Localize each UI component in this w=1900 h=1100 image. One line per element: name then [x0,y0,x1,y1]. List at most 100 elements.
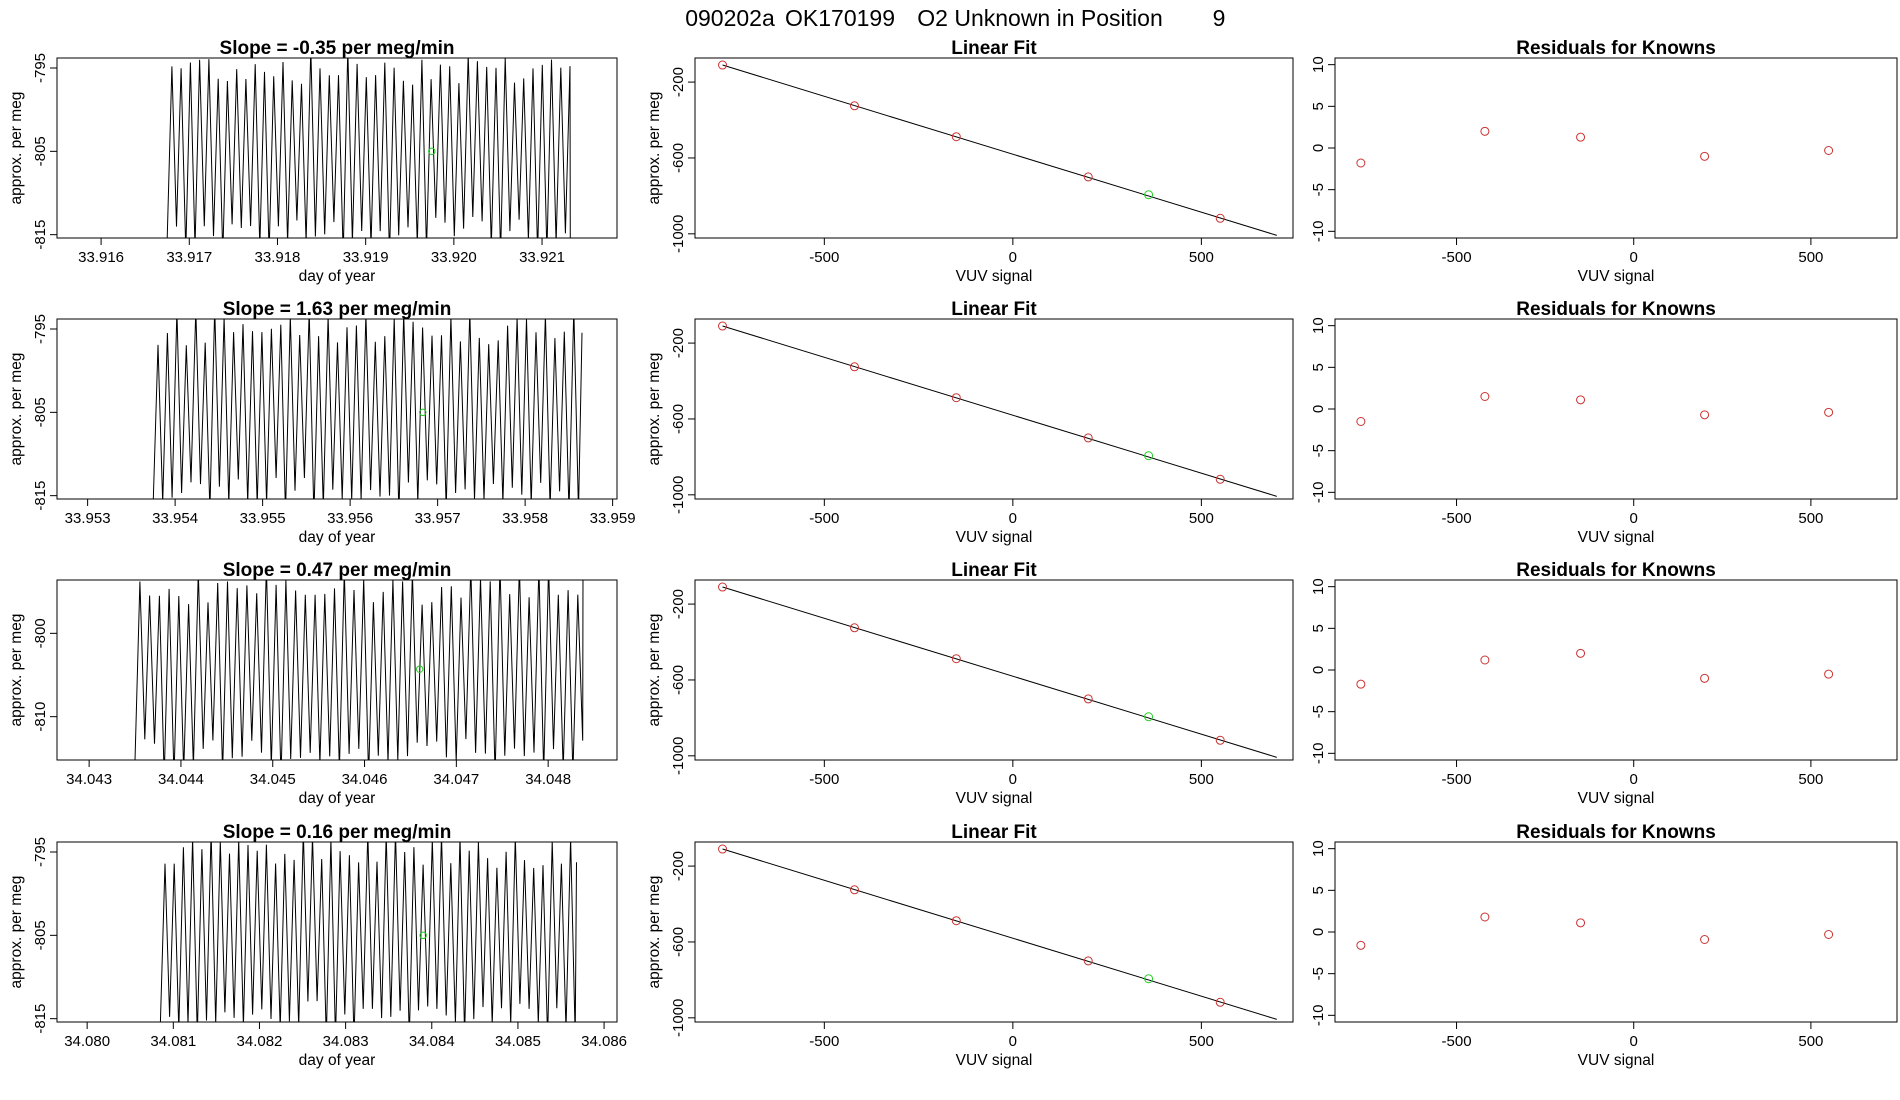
panel-linear_fit-0: Linear Fit -500 0 500 -200 -600 -1000 VUV signa… [646,38,1294,285]
y-tick-label: -10 [1310,1004,1327,1026]
y-tick-label: -200 [670,67,687,97]
y-tick-label: 5 [1310,624,1327,632]
y-tick-label: -5 [1310,444,1327,457]
x-tick-label: 500 [1798,249,1823,266]
x-axis-label: VUV signal [1578,529,1655,546]
y-tick-label: -805 [32,397,49,427]
known-point [1215,474,1225,484]
known-point [1083,956,1093,966]
panel-title: Residuals for Knowns [1516,299,1716,320]
y-tick-label: 5 [1310,886,1327,894]
x-tick-label: -500 [809,1033,839,1050]
panel-timeseries-2: Slope = 0.47 per meg/min 34.043 34.044 34.0… [8,560,618,807]
panel-linear_fit-2: Linear Fit -500 0 500 -200 -600 -1000 VUV signa… [646,560,1294,807]
x-tick-label: 34.048 [525,771,571,788]
panel-title: Linear Fit [951,299,1037,320]
x-tick-label: 34.083 [323,1033,369,1050]
plot-area [718,60,1277,236]
panel-timeseries-1: Slope = 1.63 per meg/min 33.953 33.954 33.9… [8,299,636,546]
known-point [1083,433,1093,443]
mean-point [419,931,427,940]
y-axis-label: approx. per meg [8,92,25,205]
x-tick-label: 0 [1630,1033,1638,1050]
fit-line [722,325,1277,497]
y-tick-label: -5 [1310,705,1327,718]
known-point [951,132,961,142]
y-tick-label: -800 [32,618,49,648]
x-tick-label: 34.080 [64,1033,110,1050]
x-tick-label: 33.955 [240,510,286,527]
x-axis-label: day of year [299,1052,376,1069]
y-tick-label: 5 [1310,363,1327,371]
plot-area [1356,912,1834,950]
x-tick-label: 34.044 [158,771,204,788]
y-tick-label: -200 [670,589,687,619]
signal-trace [57,58,571,238]
y-tick-label: -600 [670,665,687,695]
fit-line [722,848,1277,1020]
known-point [1576,918,1586,928]
x-tick-label: 34.085 [495,1033,541,1050]
known-point [1700,410,1710,420]
known-point [1083,694,1093,704]
y-tick-label: -1000 [670,476,687,514]
x-axis-label: VUV signal [1578,1052,1655,1069]
mean-point [428,147,436,156]
known-point [1576,132,1586,142]
known-point [1356,679,1366,689]
x-tick-label: 33.918 [255,249,301,266]
panel-title: Slope = -0.35 per meg/min [220,38,455,59]
x-tick-label: -500 [1442,249,1472,266]
x-axis-label: day of year [299,268,376,285]
plot-frame [56,579,618,761]
fit-line [722,586,1277,758]
panel-title: Linear Fit [951,822,1037,843]
known-point [1480,392,1490,401]
plot-frame [694,318,1294,500]
plot-frame [1334,318,1898,500]
slope-value: 0.16 [296,822,333,843]
y-tick-label: 0 [1310,928,1327,936]
x-tick-label: -500 [1442,1033,1472,1050]
title-suffix: per meg/min [333,299,451,320]
y-axis-label: approx. per meg [8,614,25,727]
x-tick-label: 34.047 [433,771,479,788]
plot-area [718,582,1277,758]
known-point [1480,126,1490,136]
x-tick-label: 0 [1630,249,1638,266]
signal-trace [57,319,583,499]
known-point [951,654,961,664]
x-tick-label: -500 [1442,771,1472,788]
y-tick-label: 10 [1310,578,1327,595]
x-tick-label: 33.959 [590,510,636,527]
known-point [1215,213,1225,223]
known-point [1356,158,1366,168]
x-tick-label: 500 [1189,1033,1214,1050]
x-axis-label: day of year [299,790,376,807]
y-tick-label: 10 [1310,56,1327,73]
known-point [1215,735,1225,745]
known-point [1480,912,1490,922]
signal-trace [57,842,577,1022]
y-tick-label: 0 [1310,405,1327,413]
y-axis-label: approx. per meg [646,92,663,205]
panel-timeseries-3: Slope = 0.16 per meg/min 34.080 34.081 34.0… [8,822,627,1069]
known-point [718,844,728,854]
y-axis-label: approx. per meg [646,353,663,466]
plot-frame [694,57,1294,239]
x-tick-label: 33.957 [415,510,461,527]
unknown-point [1144,712,1154,722]
x-axis-label: VUV signal [956,1052,1033,1069]
known-point [849,362,859,372]
x-tick-label: 33.920 [431,249,477,266]
panel-title: Residuals for Knowns [1516,822,1716,843]
x-tick-label: 500 [1189,510,1214,527]
y-axis-label: approx. per meg [646,876,663,989]
x-tick-label: -500 [809,771,839,788]
x-tick-label: 34.046 [342,771,388,788]
y-tick-label: -600 [670,143,687,173]
signal-trace [57,580,584,760]
unknown-point [1144,451,1154,461]
figure-title-position: 9 [1213,5,1226,31]
